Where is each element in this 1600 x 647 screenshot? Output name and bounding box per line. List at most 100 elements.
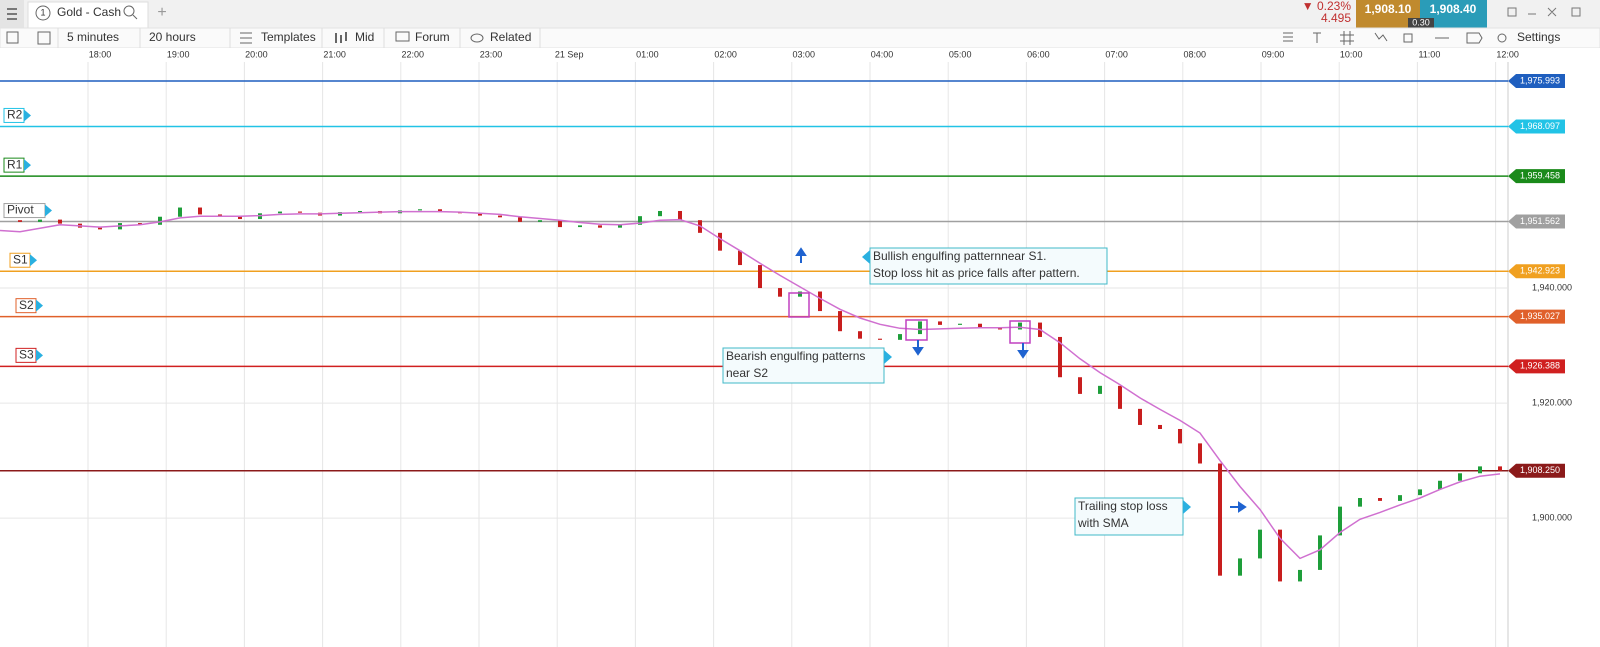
- candle: [778, 288, 782, 297]
- forum[interactable]: Forum: [415, 30, 450, 44]
- candle: [1118, 385, 1122, 409]
- annotations: Bullish engulfing patternnear S1. Stop lo…: [722, 247, 1247, 536]
- annotation-box: [722, 347, 885, 384]
- pivot-level-value: 1,926.388: [1520, 361, 1560, 371]
- search-icon[interactable]: [123, 5, 135, 17]
- pivot-level-tag: [1508, 264, 1565, 279]
- level-name: S1: [13, 252, 28, 266]
- candle: [1298, 569, 1302, 582]
- time-label: 18:00: [89, 49, 112, 59]
- candle: [1278, 529, 1282, 582]
- candle: [178, 207, 182, 217]
- candle: [238, 216, 242, 220]
- candle: [678, 210, 682, 221]
- interval[interactable]: 5 minutes: [67, 30, 119, 44]
- time-label: 21 Sep: [555, 49, 584, 59]
- pivot-level-tag: [1508, 359, 1565, 374]
- time-label: 19:00: [167, 49, 190, 59]
- pattern-highlight: [788, 292, 810, 318]
- candle: [198, 207, 202, 215]
- time-label: 21:00: [323, 49, 346, 59]
- annotation-text: Bullish engulfing patternnear S1.: [873, 249, 1046, 263]
- time-label: 12:00: [1496, 49, 1519, 59]
- price-tick-label: 1,900.000: [1532, 513, 1572, 523]
- sell-arrow: [912, 340, 924, 356]
- annotation-text: near S2: [726, 366, 768, 380]
- time-label: 03:00: [793, 49, 816, 59]
- level-name: Pivot: [7, 203, 34, 217]
- candle: [298, 211, 302, 213]
- trailing-arrow: [1230, 501, 1247, 513]
- candle: [358, 210, 362, 213]
- sell-price: 1,908.10: [1365, 2, 1412, 16]
- candle: [738, 250, 742, 266]
- candle: [1098, 385, 1102, 394]
- pivot-level-tag: [1508, 169, 1565, 184]
- templates[interactable]: Templates: [261, 30, 316, 44]
- candle: [1358, 498, 1362, 507]
- time-label: 02:00: [714, 49, 737, 59]
- tab-bar: [0, 0, 1600, 28]
- settings[interactable]: Settings: [1517, 30, 1560, 44]
- candle: [618, 224, 622, 228]
- time-label: 20:00: [245, 49, 268, 59]
- candle: [18, 220, 22, 222]
- layout-icon[interactable]: [37, 31, 51, 45]
- candle: [1218, 463, 1222, 576]
- toolbar-icons[interactable]: [1283, 31, 1483, 45]
- candles: [0, 207, 1502, 582]
- time-label: 23:00: [480, 49, 503, 59]
- candle: [1238, 558, 1242, 576]
- window-icons[interactable]: [1507, 7, 1581, 17]
- list-icon[interactable]: [6, 31, 19, 44]
- annotation-text: Stop loss hit as price falls after patte…: [873, 266, 1080, 280]
- price-change: ▼ 0.23%: [1302, 0, 1352, 13]
- candle: [1058, 336, 1062, 378]
- candle: [498, 215, 502, 218]
- level-name: R1: [7, 157, 23, 171]
- candle: [798, 291, 802, 297]
- new-tab[interactable]: +: [157, 4, 166, 21]
- tab-title: Gold - Cash: [57, 5, 121, 19]
- candle: [578, 225, 582, 228]
- level-name: S3: [19, 348, 34, 362]
- buy-arrow: [795, 247, 807, 263]
- annotation-box: [869, 247, 1108, 285]
- price-type[interactable]: Mid: [355, 30, 374, 44]
- pivot-level-value: 1,935.027: [1520, 311, 1560, 321]
- spread-box: [1408, 18, 1434, 28]
- candle: [478, 213, 482, 216]
- time-axis: [0, 48, 1600, 62]
- range[interactable]: 20 hours: [149, 30, 196, 44]
- tab-number: 1: [40, 7, 45, 17]
- candle: [278, 211, 282, 214]
- candle: [1378, 498, 1382, 501]
- time-label: 01:00: [636, 49, 659, 59]
- candle: [918, 321, 922, 335]
- price-tick-label: 1,940.000: [1532, 282, 1572, 292]
- settings-icon: [1497, 33, 1507, 43]
- annotation-text: Bearish engulfing patterns: [726, 349, 865, 363]
- candle: [1458, 473, 1462, 481]
- candle: [718, 232, 722, 251]
- related-icon: [470, 33, 484, 43]
- candle: [898, 334, 902, 340]
- buy-price: 1,908.40: [1430, 2, 1477, 16]
- level-name-pointer: [36, 299, 43, 312]
- templates-icon: [240, 32, 252, 44]
- candle: [858, 331, 862, 339]
- candle: [1178, 428, 1182, 444]
- candle: [138, 223, 142, 225]
- candle: [818, 291, 822, 312]
- time-label: 04:00: [871, 49, 894, 59]
- related[interactable]: Related: [490, 30, 531, 44]
- candle: [938, 321, 942, 325]
- annotation-text: Trailing stop loss: [1078, 499, 1168, 513]
- candle: [158, 216, 162, 225]
- candle-icon: [335, 32, 347, 43]
- candle: [438, 209, 442, 213]
- pivot-level-value: 1,968.097: [1520, 121, 1560, 131]
- pivot-level-value: 1,942.923: [1520, 266, 1560, 276]
- annotation-pointer: [862, 250, 870, 264]
